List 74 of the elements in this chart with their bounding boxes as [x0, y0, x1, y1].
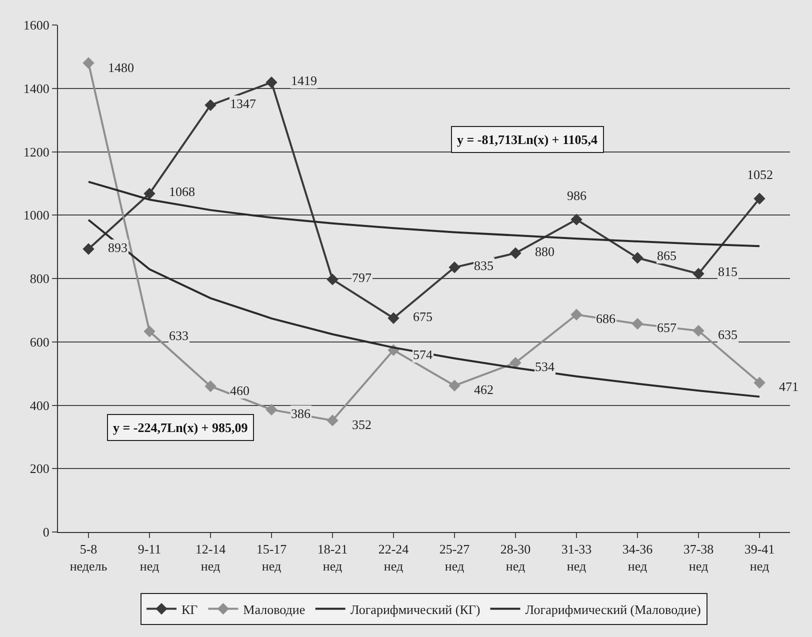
point — [692, 324, 704, 337]
y-tick-label: 200 — [30, 461, 50, 476]
x-tick-label: 37-38 нед — [683, 542, 714, 574]
x-tick-label: 28-30 нед — [500, 542, 531, 574]
data-label: 534 — [535, 359, 555, 374]
point — [144, 188, 156, 200]
point — [632, 318, 644, 330]
x-tick-label: 22-24 нед — [378, 542, 410, 574]
data-label: 815 — [718, 264, 738, 279]
legend-label: Маловодие — [243, 602, 306, 617]
data-label: 460 — [230, 383, 250, 398]
x-tick-label: 5-8 недель — [70, 542, 108, 574]
point — [692, 268, 704, 280]
x-tick-label: 18-21 нед — [317, 542, 348, 574]
line-series — [88, 218, 760, 398]
legend-label: Логарифмический (Маловодие) — [525, 602, 701, 617]
point — [570, 308, 582, 320]
point — [266, 404, 278, 416]
data-label: 880 — [535, 244, 554, 259]
data-label: 797 — [352, 270, 372, 285]
data-label: 893 — [108, 240, 128, 255]
data-label: 1347 — [230, 96, 256, 111]
data-label: 1052 — [747, 167, 773, 182]
y-tick-label: 1400 — [23, 80, 50, 96]
point — [448, 380, 460, 392]
point — [82, 57, 94, 69]
data-label: 462 — [474, 382, 494, 397]
point — [754, 192, 766, 204]
data-label: 1068 — [169, 184, 195, 199]
y-tick-label: 600 — [30, 334, 50, 350]
point — [448, 262, 460, 274]
point — [204, 380, 216, 392]
point — [754, 376, 766, 389]
point — [632, 252, 644, 264]
point — [388, 312, 400, 324]
legend-label: Логарифмический (КГ) — [350, 602, 480, 617]
y-tick-label: 400 — [30, 398, 50, 413]
data-label: 635 — [718, 327, 738, 342]
x-tick-label: 31-33 нед — [561, 542, 592, 574]
x-tick-label: 34-36 нед — [622, 542, 654, 574]
point — [144, 326, 156, 338]
y-tick-label: 1200 — [23, 144, 50, 160]
data-label: 386 — [291, 406, 311, 421]
point — [326, 414, 338, 426]
data-label: 1480 — [108, 60, 134, 75]
data-label: 986 — [567, 188, 587, 203]
y-tick-label: 0 — [42, 524, 50, 540]
data-label: 574 — [413, 347, 433, 362]
x-tick-label: 12-14 нед — [195, 542, 226, 574]
legend-label: КГ — [182, 602, 198, 617]
point — [266, 76, 278, 88]
x-tick-label: 9-11 нед — [138, 542, 162, 574]
data-label: 686 — [596, 311, 616, 326]
data-label: 471 — [779, 379, 798, 394]
point — [570, 214, 582, 226]
y-tick-label: 800 — [30, 271, 50, 286]
data-label: 657 — [657, 320, 677, 335]
data-label: 675 — [413, 309, 432, 324]
data-label: 1419 — [291, 73, 317, 88]
y-tick-label: 1000 — [23, 208, 50, 223]
data-label: 865 — [657, 248, 676, 263]
data-label: 835 — [474, 258, 494, 273]
point — [82, 243, 94, 255]
annotation: y = -81,713Ln(x) + 1105,4 — [457, 132, 598, 147]
data-label: 352 — [352, 417, 372, 432]
annotation: y = -224,7Ln(x) + 985,09 — [113, 420, 248, 435]
y-tick-label: 1600 — [23, 18, 50, 33]
point — [326, 274, 338, 286]
x-tick-label: 39-41 нед — [744, 542, 775, 574]
point — [510, 247, 522, 259]
x-tick-label: 15-17 нед — [256, 542, 288, 574]
x-tick-label: 25-27 нед — [439, 542, 470, 574]
data-label: 633 — [169, 328, 188, 343]
point — [204, 99, 216, 112]
